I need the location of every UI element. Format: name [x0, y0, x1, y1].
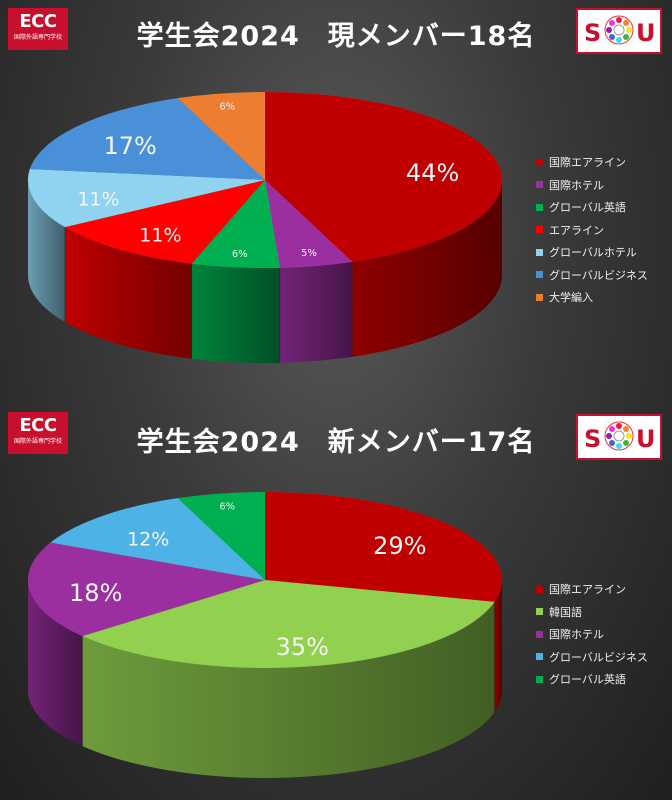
legend-item: 韓国語	[536, 601, 648, 624]
sou-logo-s: S	[584, 19, 601, 47]
ecc-logo-text: ECC	[19, 415, 57, 436]
legend-label: 国際エアライン	[549, 583, 626, 597]
legend-item: グローバルビジネス	[536, 646, 648, 669]
pie-sides	[28, 580, 502, 778]
legend-item: エアライン	[536, 219, 648, 242]
chart-panel-current: 44% 5% 6% 11% 11% 17% 6% ECC 国際外語専門学校 S U 学生会2…	[8, 8, 662, 363]
pie-slice-国際エアライン	[264, 91, 503, 263]
data-label: 11%	[139, 225, 181, 247]
pie-side-4	[27, 180, 65, 323]
ecc-logo-text: ECC	[19, 11, 57, 32]
legend-label: 国際ホテル	[549, 628, 604, 642]
legend-swatch	[536, 293, 543, 301]
legend-item: 大学編入	[536, 286, 648, 309]
legend-item: 国際ホテル	[536, 623, 648, 646]
legend-swatch	[536, 226, 543, 234]
legend: 国際エアライン 国際ホテルグローバル英語 エアライングローバルホテル グローバルビジネ…	[536, 151, 648, 309]
pie-side-3	[64, 227, 192, 359]
legend-item: グローバルビジネス	[536, 264, 648, 287]
data-label: 6%	[219, 502, 235, 513]
pie-side-0	[352, 180, 502, 357]
legend-label: グローバル英語	[549, 673, 626, 687]
pie-slice-韓国語	[81, 579, 496, 669]
data-label: 35%	[276, 633, 329, 661]
data-label: 44%	[406, 159, 459, 187]
sou-logo: S U	[576, 414, 662, 460]
legend-label: 国際ホテル	[549, 178, 604, 192]
data-label: 18%	[69, 579, 122, 607]
legend-swatch	[536, 158, 543, 166]
pie-slice-グローバル英語	[191, 179, 281, 269]
data-label: 6%	[232, 249, 248, 260]
data-label: 11%	[77, 188, 119, 210]
legend-item: グローバルホテル	[536, 241, 648, 264]
legend-swatch	[536, 248, 543, 256]
legend-swatch	[536, 271, 543, 279]
pie-slices	[27, 91, 503, 269]
pie-chart-current: 44% 5% 6% 11% 11% 17% 6%	[27, 91, 503, 363]
legend-label: グローバルビジネス	[549, 650, 648, 664]
legend-label: グローバルビジネス	[549, 268, 648, 282]
legend-swatch	[536, 203, 543, 211]
legend-swatch	[536, 181, 543, 189]
ecc-logo: ECC 国際外語専門学校	[8, 412, 68, 454]
legend-item: 国際エアライン	[536, 578, 648, 601]
pie-side-2	[28, 580, 83, 747]
data-label: 12%	[127, 528, 169, 550]
chart-title: 学生会2024 新メンバー17名	[136, 427, 536, 458]
legend-swatch	[536, 675, 543, 683]
data-label: 6%	[219, 102, 235, 113]
pie-chart-new: 29% 35% 18% 12% 6%	[27, 491, 503, 778]
data-labels: 29% 35% 18% 12% 6%	[69, 502, 426, 661]
sou-logo-s: S	[584, 425, 601, 453]
pie-side-0	[494, 580, 502, 712]
legend: 国際エアライン 韓国語国際ホテルグローバルビジネス グローバル英語	[536, 578, 648, 691]
data-label: 17%	[103, 132, 156, 160]
legend-swatch	[536, 630, 543, 638]
ecc-logo-subtext: 国際外語専門学校	[13, 34, 62, 41]
pie-slice-グローバルビジネス	[29, 97, 266, 181]
ecc-logo: ECC 国際外語専門学校	[8, 8, 68, 50]
pie-slice-国際エアライン	[264, 491, 503, 603]
pie-slice-大学編入	[177, 91, 266, 181]
ecc-logo-subtext: 国際外語専門学校	[13, 438, 62, 445]
sou-logo-u: U	[636, 425, 656, 453]
chart-title: 学生会2024 現メンバー18名	[136, 21, 536, 52]
legend-label: グローバルホテル	[549, 246, 637, 260]
chart-panel-new: 29% 35% 18% 12% 6% ECC 国際外語専門学校 S U 学生会2024 …	[0, 400, 672, 800]
pie-slice-グローバルホテル	[27, 168, 266, 228]
legend-item: 国際ホテル	[536, 174, 648, 197]
data-label: 5%	[301, 248, 317, 259]
pie-side-2	[191, 263, 280, 363]
pie-slice-国際ホテル	[27, 542, 266, 637]
pie-slice-エアライン	[64, 179, 266, 264]
legend-item: グローバル英語	[536, 668, 648, 691]
pie-side-1	[82, 601, 495, 778]
legend-label: グローバル英語	[549, 201, 626, 215]
legend-item: グローバル英語	[536, 196, 648, 219]
legend-label: 国際エアライン	[549, 156, 626, 170]
data-label: 29%	[373, 532, 426, 560]
pie-slice-グローバルビジネス	[49, 497, 266, 581]
sou-logo-graphic: S U	[584, 15, 656, 47]
legend-swatch	[536, 653, 543, 661]
sou-logo: S U	[576, 8, 662, 54]
legend-swatch	[536, 608, 543, 616]
pie-slices	[27, 491, 503, 669]
sou-logo-u: U	[636, 19, 656, 47]
pie-slice-グローバル英語	[177, 491, 266, 581]
pie-sides	[27, 180, 502, 363]
legend-label: エアライン	[549, 223, 604, 237]
data-labels: 44% 5% 6% 11% 11% 17% 6%	[77, 102, 459, 261]
pie-side-1	[279, 261, 353, 363]
legend-label: 韓国語	[549, 605, 582, 619]
pie-slice-国際ホテル	[264, 179, 353, 269]
legend-item: 国際エアライン	[536, 151, 648, 174]
legend-label: 大学編入	[549, 291, 593, 305]
sou-logo-graphic: S U	[584, 421, 656, 453]
legend-swatch	[536, 585, 543, 593]
